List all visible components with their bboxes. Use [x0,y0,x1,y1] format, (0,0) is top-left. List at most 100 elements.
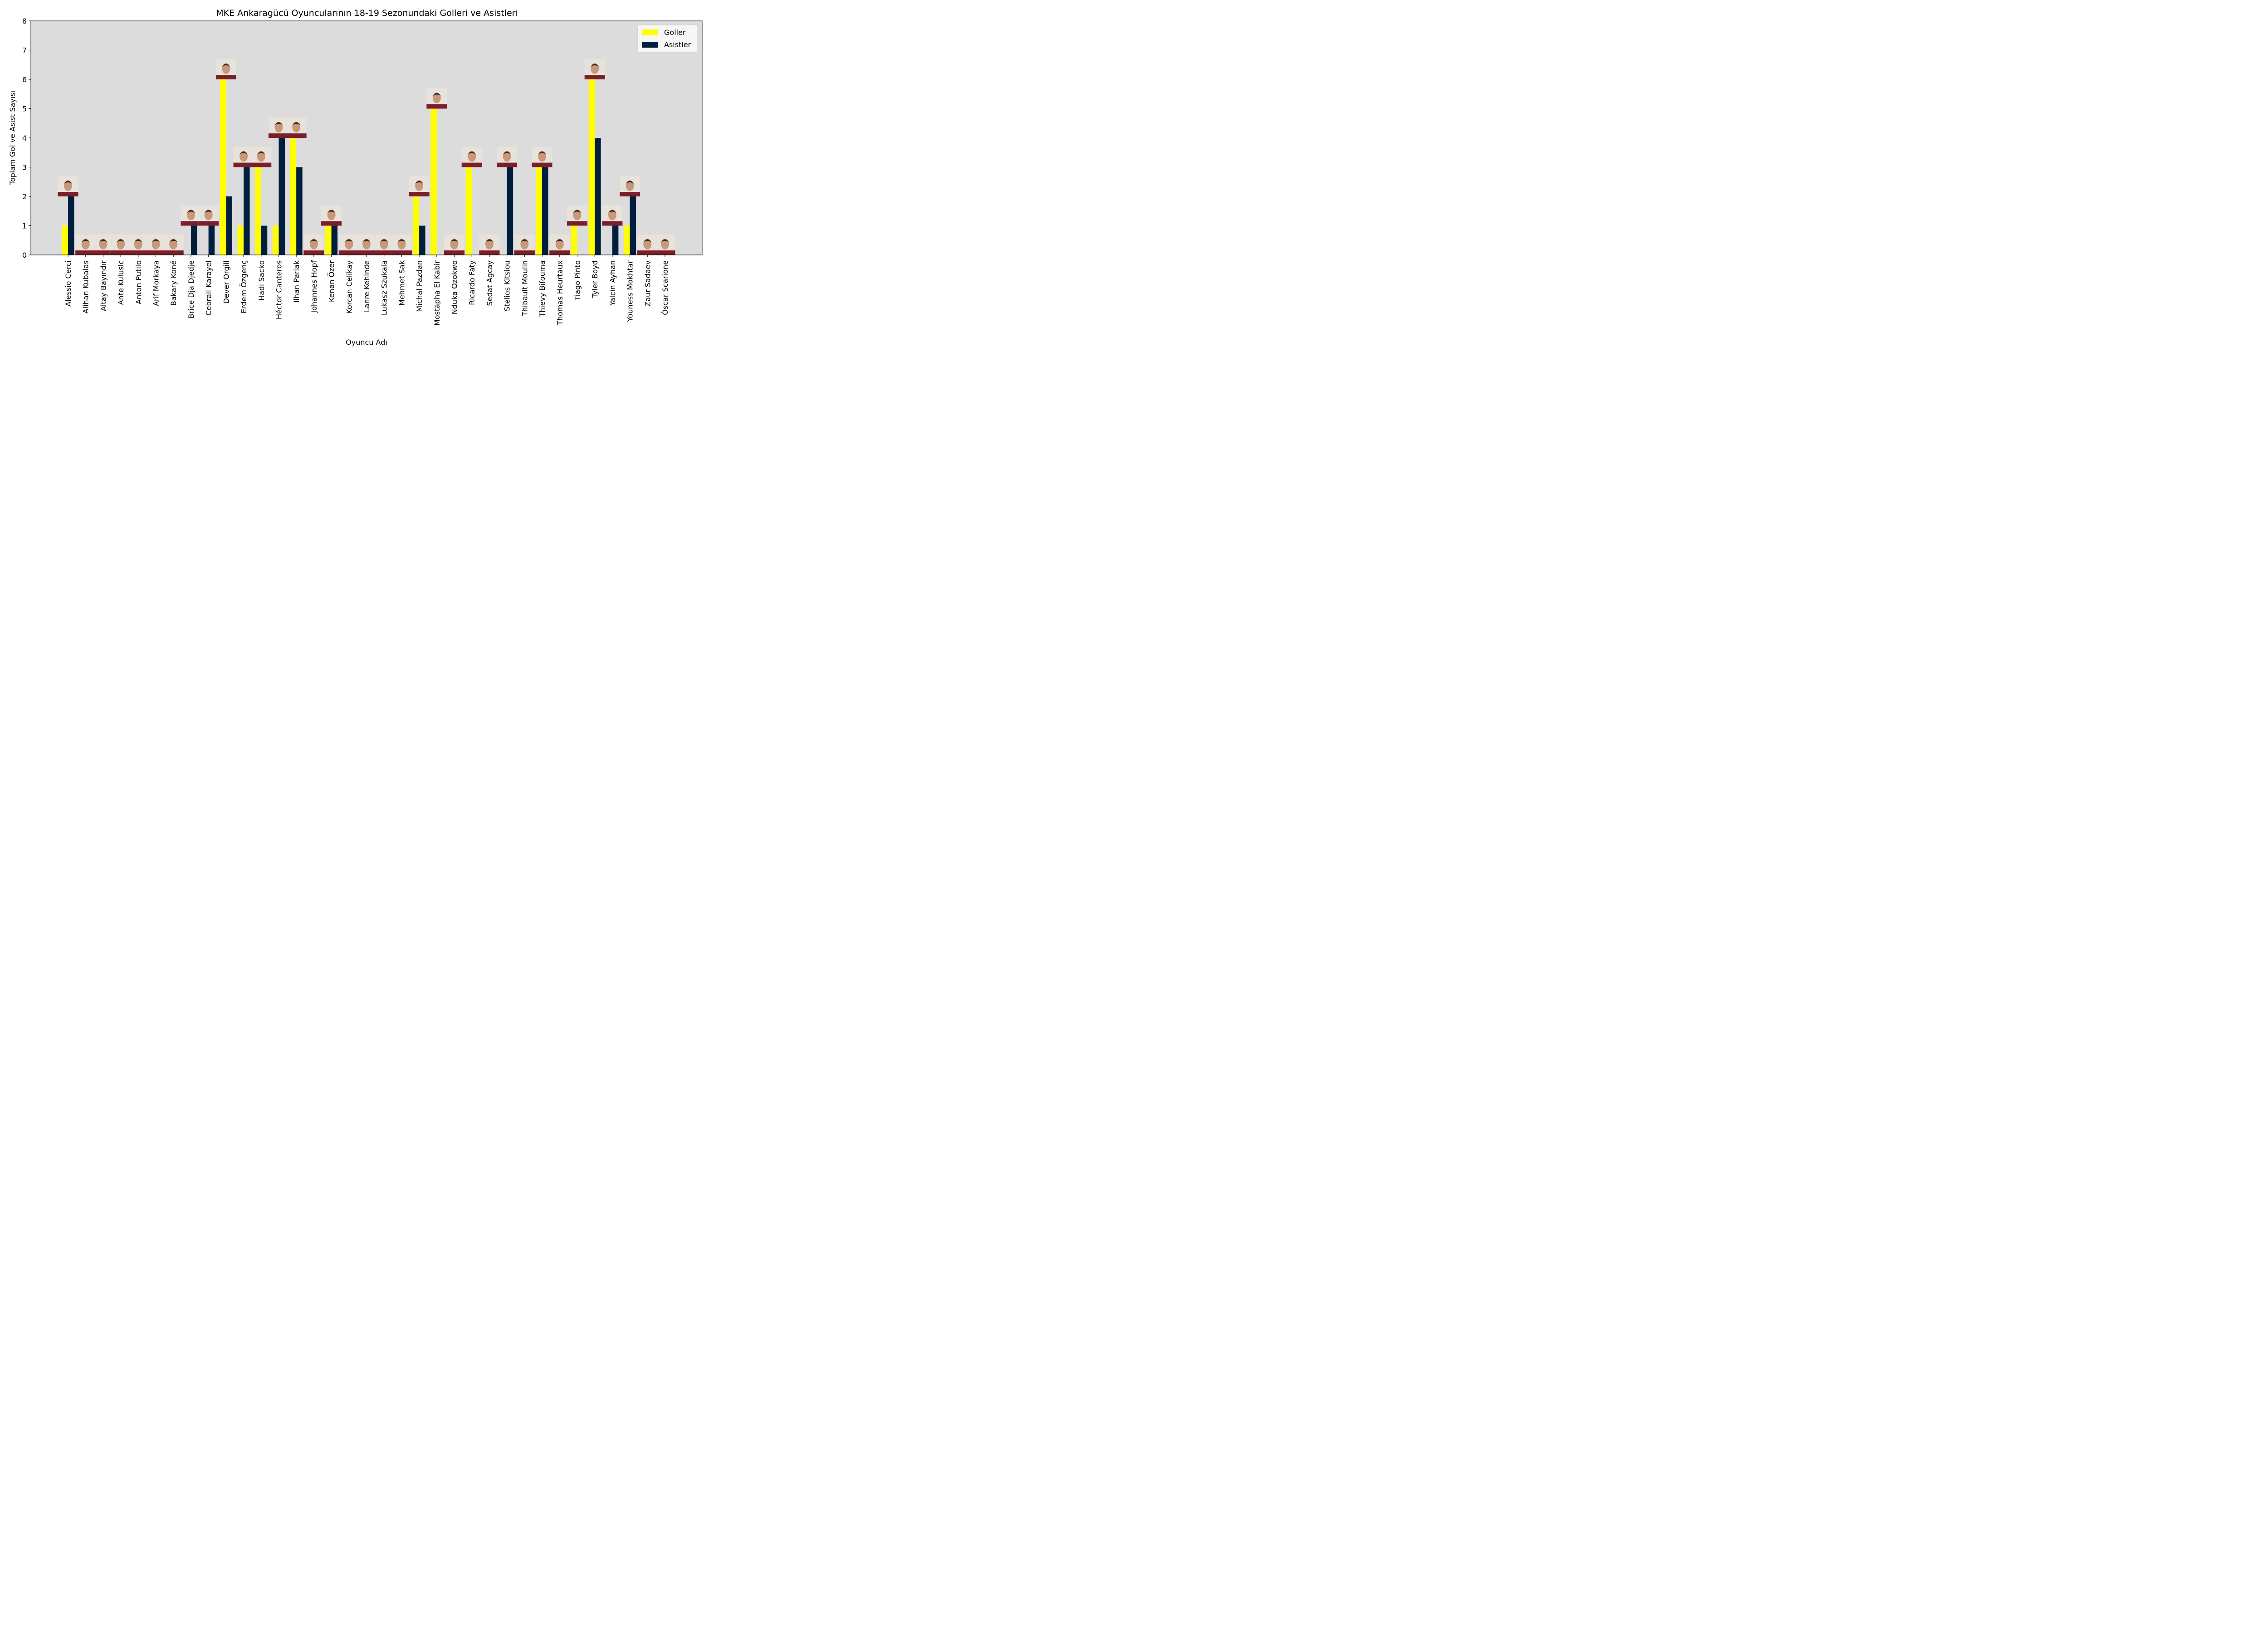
y-tick-label-8: 8 [22,17,27,25]
player-photo-32 [620,176,640,196]
player-photo-23 [461,147,482,167]
bar-goals-13 [290,138,297,255]
x-axis-title: Oyuncu Adı [346,338,387,347]
bar-goals-9 [220,79,226,255]
player-photo-29 [567,205,587,226]
chart: MKE Ankaragücü Oyuncularının 18-19 Sezon… [8,8,703,347]
x-tick-label-14: Johannes Hopf [310,260,318,313]
y-axis: 0 1 2 3 4 5 6 7 8 [22,17,31,259]
player-photo-21 [426,88,447,109]
x-tick-label-25: Stelios Kitsiou [503,260,512,311]
x-tick-label-34: Óscar Scarione [661,260,670,315]
player-photo-5 [146,235,166,255]
player-photo-31 [602,205,623,226]
bar-assists-9 [226,196,232,255]
bar-assists-30 [595,138,601,255]
bar-assists-8 [208,225,215,255]
y-tick-label-3: 3 [22,163,27,172]
x-tick-label-3: Ante Kulusic [117,260,125,305]
player-photo-8 [198,205,219,226]
bar-goals-0 [62,225,68,255]
player-photo-14 [303,235,324,255]
player-photo-3 [110,235,131,255]
bar-goals-27 [536,167,543,255]
x-tick-label-6: Bakary Koné [169,260,178,306]
player-photo-22 [444,235,465,255]
x-tick-label-31: Yalcin Ayhan [608,260,617,306]
x-tick-label-32: Youness Mokhtar [626,260,635,322]
player-photo-9 [215,59,236,79]
x-tick-label-10: Erdem Özgenç [240,260,248,313]
bar-assists-27 [542,167,548,255]
x-tick-label-12: Héctor Canteros [274,260,283,319]
player-photo-34 [655,235,675,255]
player-photo-11 [251,147,272,167]
bar-goals-15 [325,225,332,255]
bars-group [62,79,636,255]
y-tick-label-2: 2 [22,192,27,201]
x-tick-label-8: Cebrail Karayel [205,260,213,316]
x-tick-label-11: Hadi Sacko [257,260,266,301]
player-photo-15 [321,205,342,226]
x-tick-label-2: Altay Bayındır [99,260,108,311]
player-photo-10 [233,147,254,167]
legend-label-0: Goller [664,28,686,37]
x-tick-label-22: Nduka Ozokwo [450,260,459,314]
bar-goals-21 [430,108,437,255]
legend-swatch-0 [642,29,658,35]
x-tick-label-33: Zaur Sadaev [643,260,652,307]
x-tick-label-30: Tyler Boyd [591,260,599,298]
bar-goals-10 [237,225,244,255]
bar-goals-11 [255,167,261,255]
x-tick-label-0: Alessio Cerci [64,260,73,307]
legend: Goller Asistler [637,24,698,53]
x-tick-label-27: Thievy Bifouma [538,260,547,318]
x-tick-label-17: Lanre Kehinde [362,260,371,312]
player-photo-25 [497,147,518,167]
bar-assists-0 [68,196,74,255]
player-photo-2 [93,235,113,255]
player-photo-7 [181,205,201,226]
player-photo-18 [374,235,395,255]
bar-assists-11 [261,225,268,255]
bar-assists-12 [279,138,285,255]
x-tick-label-18: Lukasz Szukala [380,260,389,315]
bar-assists-31 [612,225,619,255]
bar-goals-23 [465,167,472,255]
bar-assists-7 [191,225,197,255]
x-tick-label-20: Michal Pazdan [415,260,424,312]
x-tick-label-21: Mostapha El Kabir [433,260,441,326]
player-photo-12 [268,117,289,138]
x-tick-label-26: Thibault Moulin [520,260,529,317]
y-tick-label-5: 5 [22,105,27,113]
bar-assists-13 [296,167,303,255]
chart-title: MKE Ankaragücü Oyuncularının 18-19 Sezon… [216,8,518,18]
x-tick-label-7: Brice Dja Djedje [187,260,196,318]
x-tick-label-1: Alihan Kubalas [82,260,90,313]
plot-background [31,21,702,255]
player-photo-19 [391,235,412,255]
bar-assists-32 [630,196,636,255]
bar-goals-29 [571,225,577,255]
y-tick-label-0: 0 [22,251,27,259]
player-photo-1 [75,235,96,255]
player-photo-17 [356,235,377,255]
y-tick-label-1: 1 [22,222,27,230]
x-tick-label-23: Ricardo Faty [468,260,476,305]
player-photo-33 [637,235,658,255]
x-tick-label-24: Sedat Agcay [485,260,494,306]
player-photo-27 [532,147,552,167]
y-tick-label-7: 7 [22,46,27,55]
x-tick-label-29: Tiago Pinto [573,260,582,301]
x-tick-label-4: Anton Putilo [134,260,143,304]
player-photo-4 [128,235,149,255]
y-tick-label-4: 4 [22,134,27,142]
x-tick-label-13: Ilhan Parlak [292,260,301,303]
player-photos-group [58,59,675,255]
x-tick-label-15: Kenan Özer [327,260,336,303]
player-photo-16 [338,235,359,255]
player-photo-20 [409,176,430,196]
bar-goals-12 [272,225,279,255]
player-photo-24 [479,235,500,255]
x-tick-label-9: Dever Orgill [222,260,230,304]
